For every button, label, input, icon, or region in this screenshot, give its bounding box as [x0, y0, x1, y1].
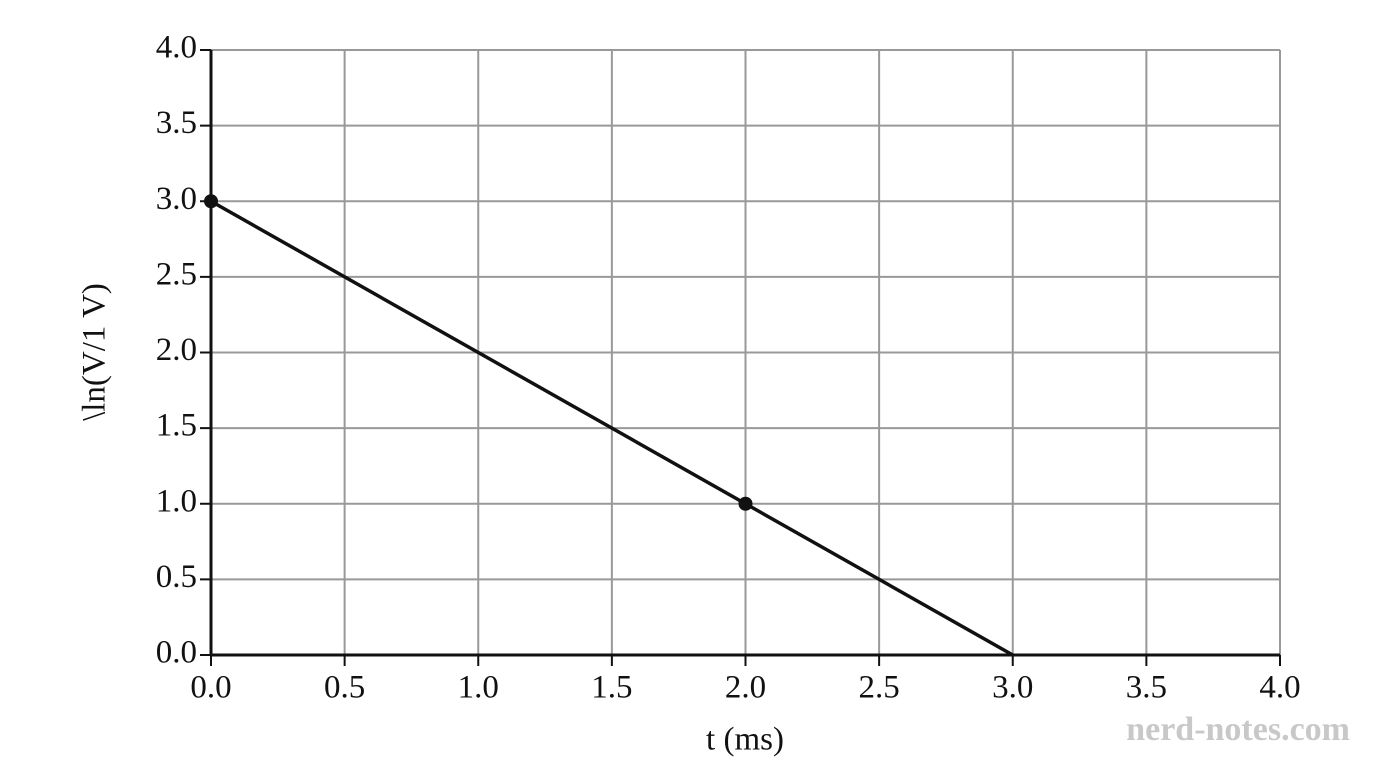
watermark: nerd-notes.com: [1126, 711, 1350, 748]
y-tick-label: 4.0: [156, 30, 197, 66]
x-tick-label: 2.0: [725, 670, 766, 706]
x-axis-label: t (ms): [706, 722, 784, 758]
data-point: [204, 194, 218, 209]
x-tick-label: 1.0: [458, 670, 499, 706]
x-tick-label: 3.0: [992, 670, 1033, 706]
y-tick-label: 1.5: [156, 408, 197, 444]
y-tick-label: 0.5: [156, 559, 197, 595]
x-tick-label: 1.5: [591, 670, 632, 706]
y-axis-label: \ln(V/1 V): [77, 283, 113, 421]
x-tick-label: 2.5: [859, 670, 900, 706]
x-tick-label: 4.0: [1259, 670, 1300, 706]
y-tick-label: 0.0: [156, 635, 197, 671]
y-tick-label: 3.0: [156, 181, 197, 217]
y-tick-label: 2.0: [156, 332, 197, 368]
line: [210, 199, 1014, 657]
data-point: [738, 496, 753, 511]
x-tick-label: 0.5: [324, 670, 365, 706]
y-tick-label: 2.5: [156, 256, 197, 292]
x-tick-label: 3.5: [1126, 670, 1167, 706]
x-tick-label: 0.0: [190, 670, 231, 706]
y-tick-label: 1.0: [156, 483, 197, 519]
y-tick-label: 3.5: [156, 105, 197, 141]
